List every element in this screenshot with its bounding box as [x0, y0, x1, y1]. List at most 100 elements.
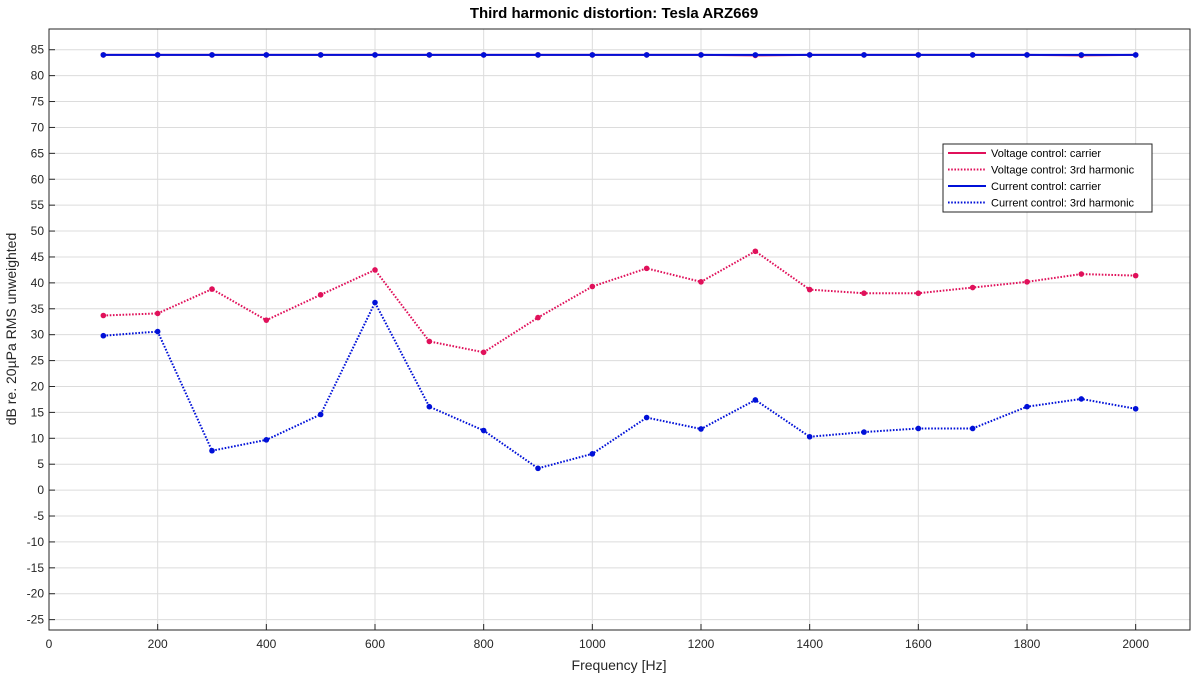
data-point — [806, 52, 813, 58]
data-point — [480, 52, 487, 58]
data-point — [969, 52, 976, 58]
x-tick-label: 400 — [256, 637, 276, 651]
series-1 — [100, 248, 1139, 356]
legend-label: Current control: carrier — [991, 181, 1101, 193]
data-point — [535, 52, 541, 58]
x-tick-label: 800 — [474, 637, 494, 651]
y-tick-label: 0 — [37, 483, 44, 497]
y-axis-label: dB re. 20µPa RMS unweighted — [3, 233, 19, 426]
data-point — [589, 52, 596, 58]
data-point — [698, 52, 704, 58]
data-point — [426, 52, 433, 58]
data-point — [209, 286, 215, 292]
data-point — [317, 291, 324, 298]
data-point — [806, 286, 813, 293]
data-point — [698, 426, 704, 432]
y-tick-label: 80 — [31, 69, 45, 83]
series-line — [103, 300, 1136, 470]
plot-area — [49, 29, 1190, 630]
data-point — [317, 411, 324, 418]
data-point — [752, 52, 759, 58]
y-tick-label: 70 — [31, 120, 45, 134]
legend-label: Voltage control: carrier — [991, 148, 1101, 160]
data-point — [1132, 272, 1139, 279]
series-line — [103, 250, 1136, 354]
y-tick-label: 10 — [31, 431, 45, 445]
data-point — [1132, 52, 1139, 58]
data-point — [263, 317, 270, 323]
legend: Voltage control: carrier Voltage control:… — [942, 143, 1153, 213]
y-tick-label: -10 — [27, 535, 45, 549]
data-point — [1024, 52, 1030, 58]
data-point — [969, 425, 976, 432]
y-tick-label: 40 — [31, 276, 45, 290]
data-point — [535, 314, 541, 321]
data-point — [263, 52, 270, 58]
data-point — [1078, 52, 1085, 58]
y-tick-label: 60 — [31, 172, 45, 186]
data-point — [643, 265, 650, 272]
x-axis-ticks: 0 200 400 600 800 1000 1200 1400 1600 1800 2000 — [46, 624, 1149, 651]
x-tick-label: 1400 — [796, 637, 823, 651]
data-point — [154, 328, 161, 335]
data-point — [209, 447, 215, 454]
data-point — [752, 397, 759, 403]
plot-frame — [48, 28, 1191, 631]
data-point — [1078, 396, 1085, 402]
data-point — [969, 284, 976, 291]
data-point — [915, 52, 922, 58]
y-tick-label: 25 — [31, 354, 45, 368]
data-point — [915, 425, 922, 432]
data-point — [263, 437, 270, 443]
data-point — [861, 52, 867, 58]
y-tick-label: 35 — [31, 302, 45, 316]
data-point — [698, 279, 704, 285]
y-tick-label: -20 — [27, 587, 45, 601]
legend-box — [942, 143, 1153, 213]
x-tick-label: 2000 — [1122, 637, 1149, 651]
data-point — [209, 52, 215, 58]
data-point — [1024, 279, 1030, 285]
y-tick-label: 50 — [31, 224, 45, 238]
data-point — [915, 290, 922, 297]
data-point — [372, 299, 378, 306]
x-tick-label: 0 — [46, 637, 53, 651]
legend-label: Voltage control: 3rd harmonic — [991, 165, 1135, 177]
data-point — [480, 427, 487, 434]
data-point — [535, 465, 541, 472]
data-point — [643, 414, 650, 421]
y-tick-label: 55 — [31, 198, 45, 212]
data-point — [372, 52, 378, 58]
series-2 — [100, 52, 1139, 58]
data-point — [1132, 405, 1139, 412]
y-tick-label: 85 — [31, 43, 45, 57]
data-point — [100, 332, 107, 339]
data-point — [100, 312, 107, 319]
x-tick-label: 200 — [148, 637, 168, 651]
data-point — [317, 52, 324, 58]
data-point — [372, 267, 378, 273]
series-layer — [100, 52, 1139, 472]
data-point — [154, 52, 161, 58]
data-point — [861, 429, 867, 435]
x-tick-label: 1000 — [579, 637, 606, 651]
data-point — [589, 283, 596, 290]
legend-label: Current control: 3rd harmonic — [991, 198, 1135, 210]
data-point — [426, 338, 433, 345]
y-tick-label: -15 — [27, 561, 45, 575]
y-tick-label: 5 — [37, 457, 44, 471]
y-tick-label: 65 — [31, 146, 45, 160]
y-tick-label: -25 — [27, 613, 45, 627]
chart-title: Third harmonic distortion: Tesla ARZ669 — [470, 5, 758, 22]
y-axis-ticks: -25 -20 -15 -10 -5 0 5 10 15 20 25 30 35 40 45 50 55 60 65… — [27, 43, 55, 627]
x-tick-label: 1200 — [688, 637, 715, 651]
y-tick-label: 45 — [31, 250, 45, 264]
y-tick-label: 75 — [31, 95, 45, 109]
data-point — [861, 290, 867, 297]
y-tick-label: -5 — [33, 509, 44, 523]
data-point — [480, 349, 487, 356]
data-point — [806, 433, 813, 440]
series-3 — [100, 299, 1139, 472]
data-point — [426, 403, 433, 410]
data-point — [752, 248, 759, 255]
